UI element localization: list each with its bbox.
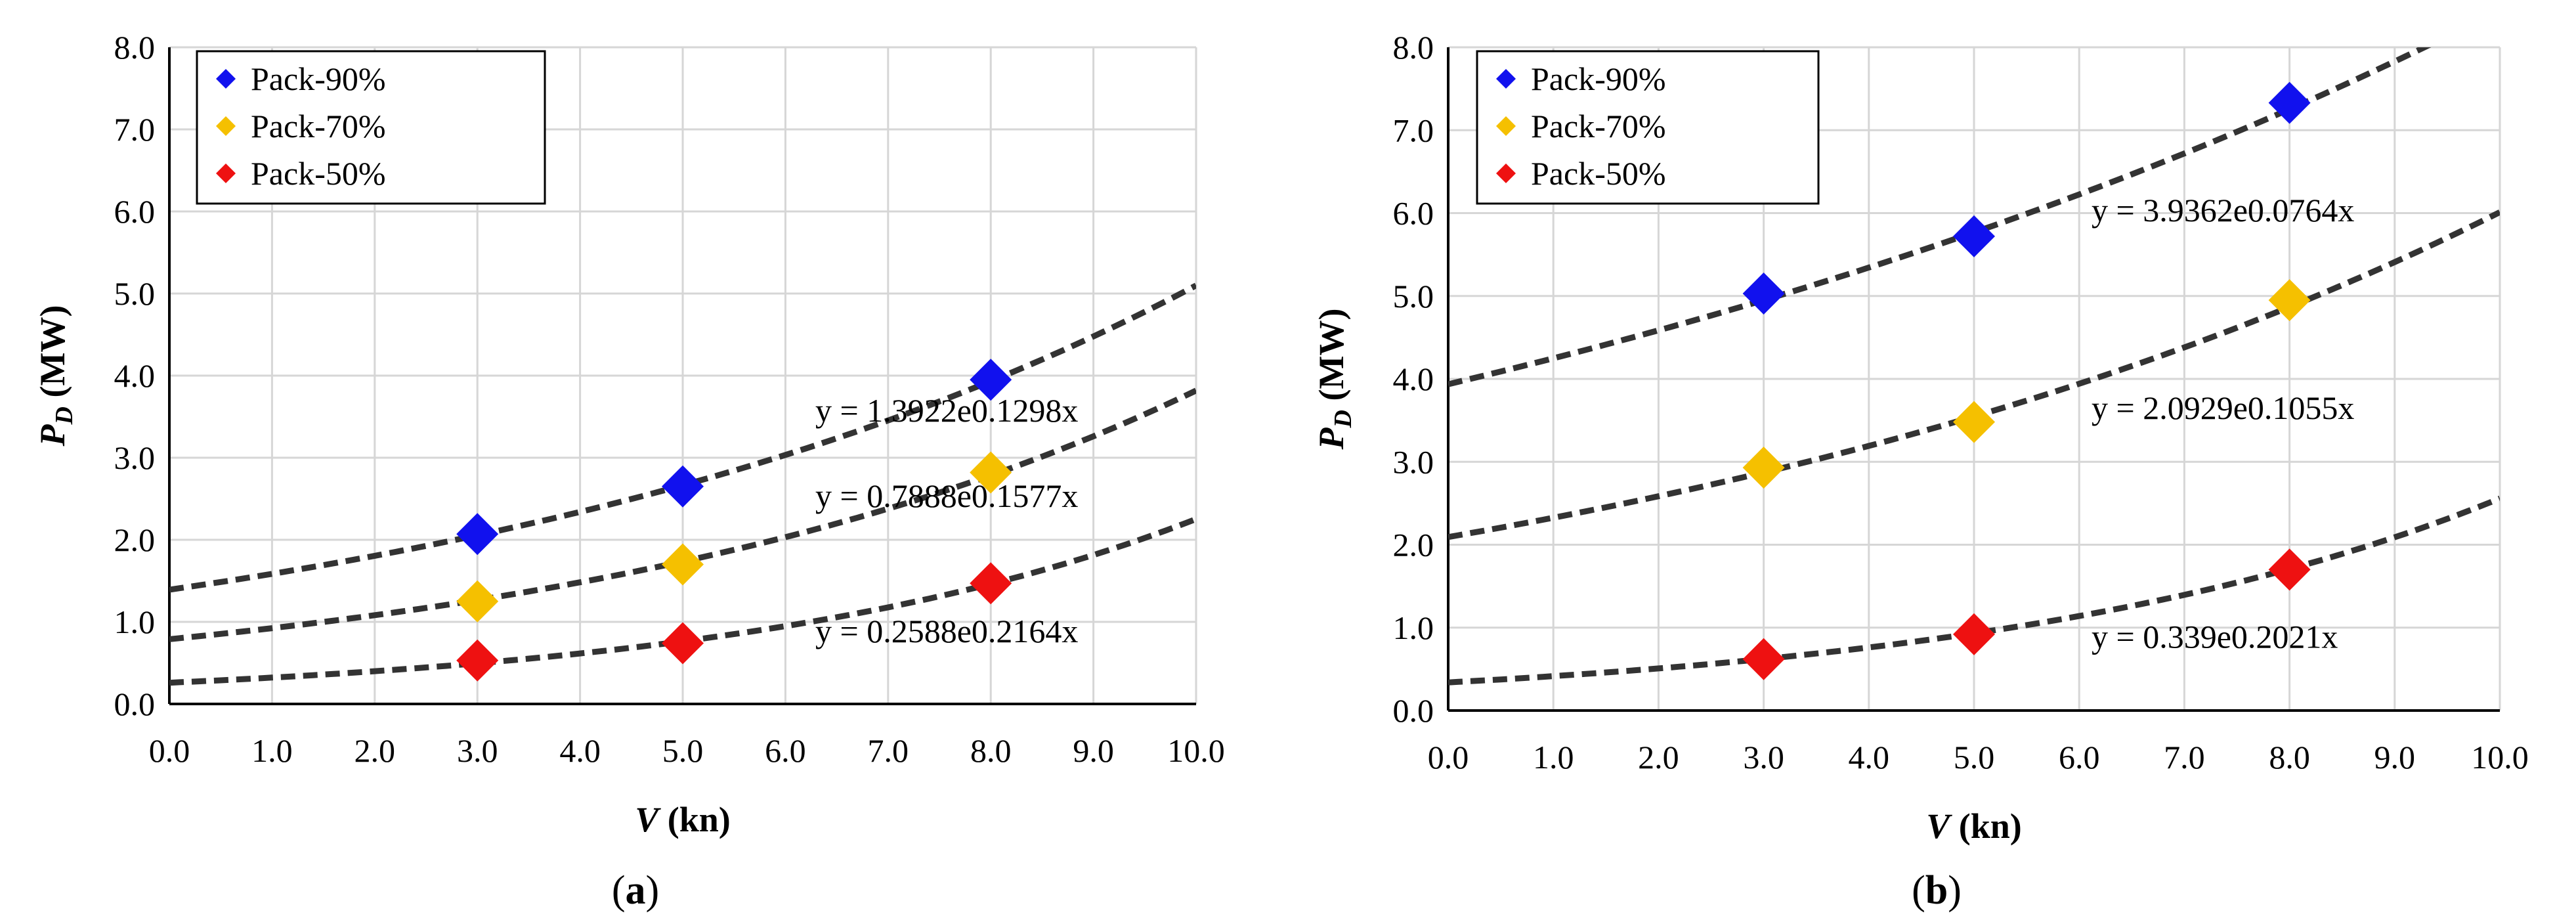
data-point-pack-90 (662, 465, 704, 508)
panel-caption: (b) (1912, 868, 1962, 913)
x-tick-label: 2.0 (1638, 739, 1679, 776)
legend-box (1476, 50, 1820, 205)
y-tick-label: 8.0 (114, 29, 156, 66)
trend-equation: y = 0.2588e0.2164x (815, 613, 1078, 649)
x-tick-label: 3.0 (457, 732, 498, 769)
x-tick-label: 1.0 (1533, 739, 1574, 776)
y-tick-label: 5.0 (114, 275, 156, 312)
x-tick-label: 10.0 (1167, 732, 1225, 769)
y-tick-label: 6.0 (1393, 195, 1434, 232)
legend-label: Pack-70% (1531, 108, 1666, 144)
legend-box (196, 50, 546, 205)
data-point-pack-50 (1953, 613, 1995, 655)
data-point-pack-90 (456, 513, 499, 556)
y-tick-label: 5.0 (1393, 278, 1434, 315)
data-point-pack-50 (1742, 638, 1785, 680)
x-tick-label: 3.0 (1743, 739, 1784, 776)
data-point-pack-70 (2268, 279, 2311, 322)
data-point-pack-50 (456, 639, 499, 682)
legend-label: Pack-90% (251, 60, 386, 97)
y-tick-label: 0.0 (114, 686, 156, 722)
data-point-pack-50 (970, 562, 1012, 605)
x-tick-label: 8.0 (970, 732, 1012, 769)
data-point-pack-50 (662, 622, 704, 665)
chart-panel-b: 0.0 1.0 2.0 3.0 4.0 5.0 6.0 7.0 8.0 9.0 10.0 0.0 1.0… (1312, 29, 2529, 913)
legend-marker (1496, 69, 1516, 89)
legend-label: Pack-90% (1531, 60, 1666, 97)
x-tick-label: 7.0 (2164, 739, 2205, 776)
y-tick-label: 3.0 (1393, 443, 1434, 480)
x-tick-label: 7.0 (868, 732, 909, 769)
y-tick-label: 2.0 (114, 521, 156, 558)
x-tick-label: 4.0 (559, 732, 601, 769)
y-tick-label: 3.0 (114, 439, 156, 476)
x-axis-title: V (kn) (635, 800, 731, 839)
y-tick-label: 2.0 (1393, 527, 1434, 563)
legend-marker (216, 116, 236, 136)
y-axis-title: PD (MW) (1312, 309, 1357, 450)
chart-panel-a: 0.0 1.0 2.0 3.0 4.0 5.0 6.0 7.0 8.0 9.0 10.0 0.0 1.0… (33, 29, 1225, 913)
x-tick-label: 10.0 (2471, 739, 2529, 776)
legend-marker (216, 69, 236, 89)
y-tick-label: 1.0 (1393, 609, 1434, 646)
y-tick-label: 1.0 (114, 603, 156, 640)
x-tick-label: 8.0 (2269, 739, 2310, 776)
data-point-pack-90 (2268, 81, 2311, 124)
x-tick-label: 6.0 (2059, 739, 2100, 776)
panel-caption: (a) (612, 868, 659, 913)
x-tick-label: 9.0 (2374, 739, 2416, 776)
y-tick-label: 4.0 (114, 357, 156, 394)
legend-marker (216, 164, 236, 183)
legend-marker (1496, 116, 1516, 136)
y-tick-label: 8.0 (1393, 29, 1434, 66)
legend-label: Pack-50% (251, 155, 386, 192)
x-tick-label: 0.0 (1428, 739, 1469, 776)
trend-equation: y = 0.7888e0.1577x (815, 477, 1078, 514)
data-point-pack-90 (1953, 215, 1995, 257)
x-tick-label: 4.0 (1849, 739, 1890, 776)
trend-equation: y = 3.9362e0.0764x (2092, 192, 2354, 229)
y-tick-label: 7.0 (114, 111, 156, 148)
data-point-pack-70 (662, 543, 704, 586)
x-tick-label: 6.0 (765, 732, 806, 769)
x-tick-label: 5.0 (662, 732, 704, 769)
data-point-pack-70 (970, 451, 1012, 494)
y-axis-title: PD (MW) (33, 305, 78, 447)
data-point-pack-70 (1953, 401, 1995, 443)
x-tick-label: 0.0 (149, 732, 190, 769)
x-tick-label: 1.0 (251, 732, 293, 769)
trend-equation: y = 2.0929e0.1055x (2092, 389, 2354, 426)
data-point-pack-90 (1742, 272, 1785, 315)
data-point-pack-90 (970, 359, 1012, 401)
y-tick-label: 7.0 (1393, 112, 1434, 148)
y-tick-label: 4.0 (1393, 361, 1434, 397)
legend-marker (1496, 164, 1516, 183)
data-point-pack-70 (1742, 447, 1785, 489)
data-point-pack-50 (2268, 548, 2311, 591)
trend-equation: y = 0.339e0.2021x (2092, 619, 2338, 655)
y-tick-label: 0.0 (1393, 692, 1434, 729)
legend-label: Pack-50% (1531, 155, 1666, 192)
x-tick-label: 5.0 (1954, 739, 1995, 776)
x-tick-label: 2.0 (354, 732, 396, 769)
trend-equation: y = 1.3922e0.1298x (815, 392, 1078, 429)
data-point-pack-70 (456, 580, 499, 623)
y-tick-label: 6.0 (114, 193, 156, 230)
x-tick-label: 9.0 (1073, 732, 1114, 769)
legend-label: Pack-70% (251, 108, 386, 144)
x-axis-title: V (kn) (1926, 806, 2022, 846)
